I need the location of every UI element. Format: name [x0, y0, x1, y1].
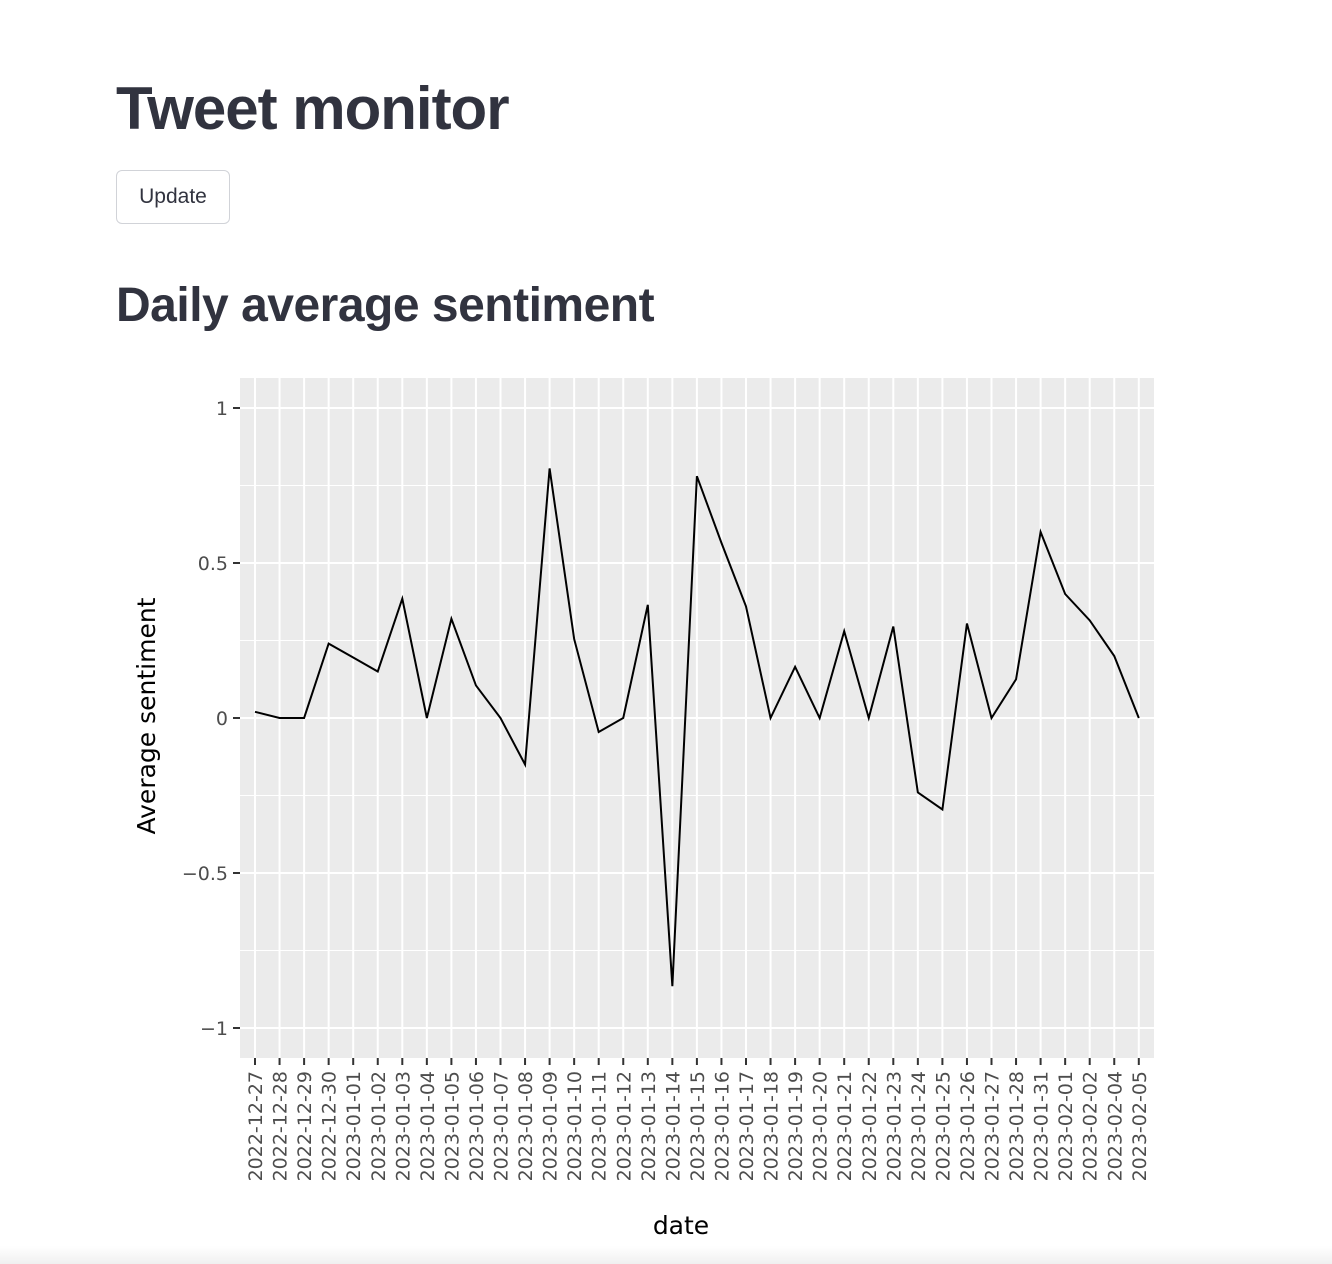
y-tick-label: −1: [200, 1018, 228, 1040]
x-tick-label: 2023-01-19: [785, 1071, 807, 1181]
x-tick-label: 2023-02-02: [1080, 1071, 1102, 1181]
x-tick-label: 2023-01-02: [368, 1071, 390, 1181]
x-axis: 2022-12-27 2022-12-28 2022-12-29 2022-12-30…: [245, 1058, 1151, 1181]
bottom-fade: [0, 1246, 1332, 1264]
x-tick-label: 2022-12-29: [294, 1071, 316, 1181]
x-tick-label: 2023-01-01: [343, 1071, 365, 1181]
x-tick-label: 2023-02-05: [1129, 1071, 1151, 1181]
y-tick-label: 1: [216, 398, 228, 420]
x-tick-label: 2023-01-03: [392, 1071, 414, 1181]
x-tick-label: 2023-01-13: [638, 1071, 660, 1181]
x-tick-label: 2023-01-31: [1031, 1071, 1053, 1181]
update-button[interactable]: Update: [116, 170, 230, 224]
x-tick-label: 2022-12-27: [245, 1071, 267, 1181]
y-tick-label: 0.5: [198, 553, 228, 575]
x-tick-label: 2023-01-28: [1006, 1071, 1028, 1181]
x-tick-label: 2023-01-14: [662, 1071, 684, 1181]
x-tick-label: 2023-01-04: [417, 1071, 439, 1181]
grid-lines: [240, 378, 1154, 1058]
x-tick-label: 2023-01-26: [957, 1071, 979, 1181]
series-layer: [254, 468, 1140, 987]
x-tick-label: 2023-01-18: [761, 1071, 783, 1181]
x-tick-label: 2023-01-10: [564, 1071, 586, 1181]
x-axis-label: date: [653, 1211, 709, 1240]
x-tick-label: 2023-01-24: [908, 1071, 930, 1181]
x-tick-label: 2023-01-16: [711, 1071, 733, 1181]
y-axis-label: Average sentiment: [132, 597, 161, 834]
x-tick-label: 2023-01-23: [883, 1071, 905, 1181]
y-axis: 1 0.5 0 −0.5 −1: [182, 398, 240, 1040]
x-tick-label: 2023-01-12: [613, 1071, 635, 1181]
x-tick-label: 2023-01-22: [859, 1071, 881, 1181]
x-tick-label: 2023-01-27: [982, 1071, 1004, 1181]
x-tick-label: 2023-01-15: [687, 1071, 709, 1181]
x-tick-label: 2023-01-21: [834, 1071, 856, 1181]
x-tick-label: 2023-01-07: [491, 1071, 513, 1181]
series-line: [254, 468, 1140, 987]
app-title: Tweet monitor: [116, 75, 510, 142]
x-tick-label: 2023-01-25: [932, 1071, 954, 1181]
x-tick-label: 2023-02-01: [1055, 1071, 1077, 1181]
x-tick-label: 2022-12-30: [319, 1071, 341, 1181]
x-tick-label: 2022-12-28: [270, 1071, 292, 1181]
y-tick-label: −0.5: [182, 863, 228, 885]
x-tick-label: 2023-01-06: [466, 1071, 488, 1181]
section-title: Daily average sentiment: [116, 279, 655, 332]
y-tick-label: 0: [216, 708, 228, 730]
x-tick-label: 2023-02-04: [1104, 1071, 1126, 1181]
x-tick-label: 2023-01-20: [810, 1071, 832, 1181]
x-tick-label: 2023-01-05: [441, 1071, 463, 1181]
x-tick-label: 2023-01-08: [515, 1071, 537, 1181]
x-tick-label: 2023-01-17: [736, 1071, 758, 1181]
x-tick-label: 2023-01-09: [540, 1071, 562, 1181]
x-tick-label: 2023-01-11: [589, 1071, 611, 1181]
